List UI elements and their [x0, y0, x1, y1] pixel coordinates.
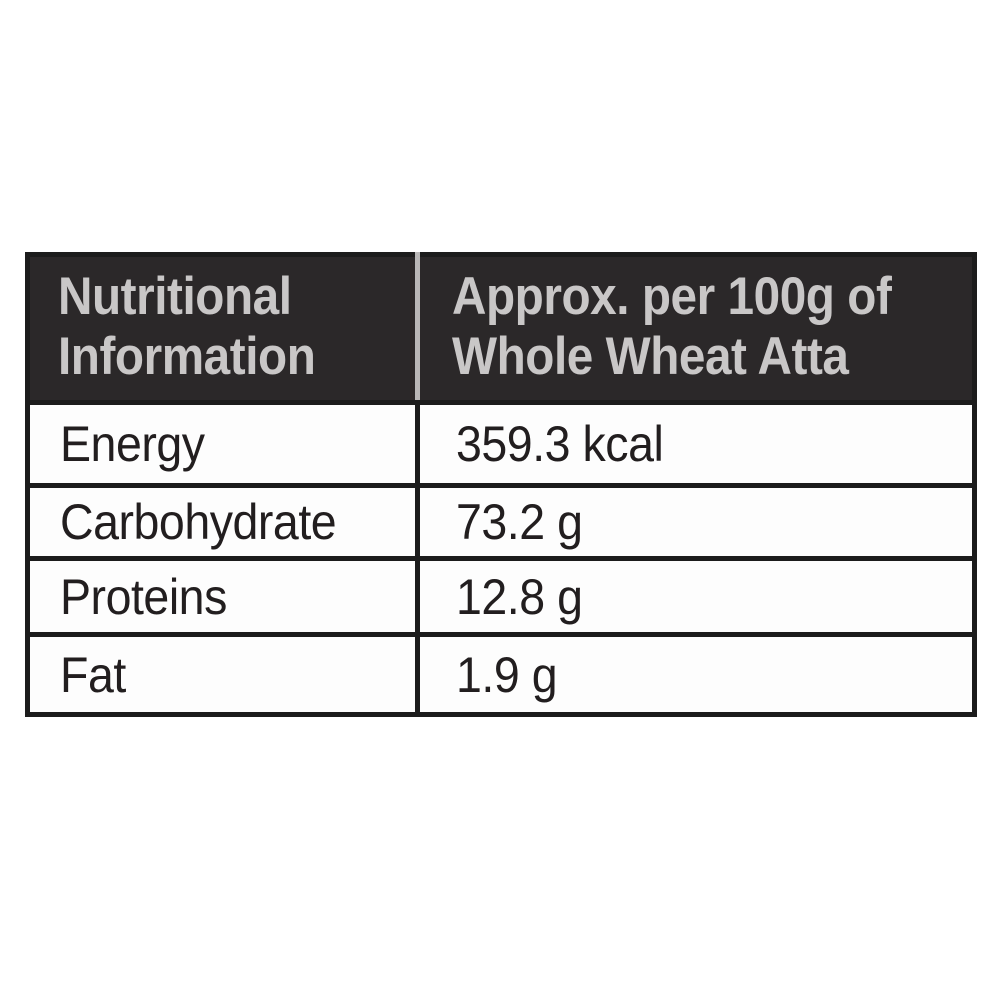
nutrition-table: Nutritional Information Approx. per 100g…	[25, 252, 977, 717]
fat-value-text: 1.9 g	[456, 646, 558, 703]
nutrient-value: 359.3 kcal	[415, 400, 977, 488]
proteins-label-text: Proteins	[60, 568, 227, 625]
carbohydrate-value-text: 73.2 g	[456, 494, 583, 550]
nutrition-label: Nutritional Information Approx. per 100g…	[25, 252, 977, 717]
header-row: Nutritional Information Approx. per 100g…	[25, 252, 977, 405]
nutrient-label: Carbohydrate	[25, 483, 420, 561]
table-row-proteins: Proteins 12.8 g	[25, 556, 977, 637]
nutrient-label: Fat	[25, 632, 420, 717]
nutrient-value: 73.2 g	[415, 483, 977, 561]
table-row-fat: Fat 1.9 g	[25, 632, 977, 717]
fat-label-text: Fat	[60, 646, 126, 703]
header-col1-line1: Nutritional	[58, 266, 292, 326]
energy-label-text: Energy	[60, 416, 205, 472]
table-row-energy: Energy 359.3 kcal	[25, 400, 977, 488]
header-col2-line1: Approx. per 100g of	[452, 266, 892, 326]
header-cell-nutritional-information: Nutritional Information	[25, 252, 420, 405]
nutrient-label: Proteins	[25, 556, 420, 637]
header-col1-line2: Information	[58, 326, 316, 386]
nutrient-value: 12.8 g	[415, 556, 977, 637]
header-cell-per-100g: Approx. per 100g of Whole Wheat Atta	[415, 252, 977, 405]
header-col2-line2: Whole Wheat Atta	[452, 326, 849, 386]
nutrient-value: 1.9 g	[415, 632, 977, 717]
nutrient-label: Energy	[25, 400, 420, 488]
table-row-carbohydrate: Carbohydrate 73.2 g	[25, 483, 977, 561]
energy-value-text: 359.3 kcal	[456, 416, 664, 472]
proteins-value-text: 12.8 g	[456, 568, 583, 625]
carbohydrate-label-text: Carbohydrate	[60, 494, 337, 550]
nutrition-table-header: Nutritional Information Approx. per 100g…	[25, 252, 977, 405]
nutrition-table-body: Energy 359.3 kcal Carbohydrate 73.2 g Pr…	[25, 400, 977, 717]
